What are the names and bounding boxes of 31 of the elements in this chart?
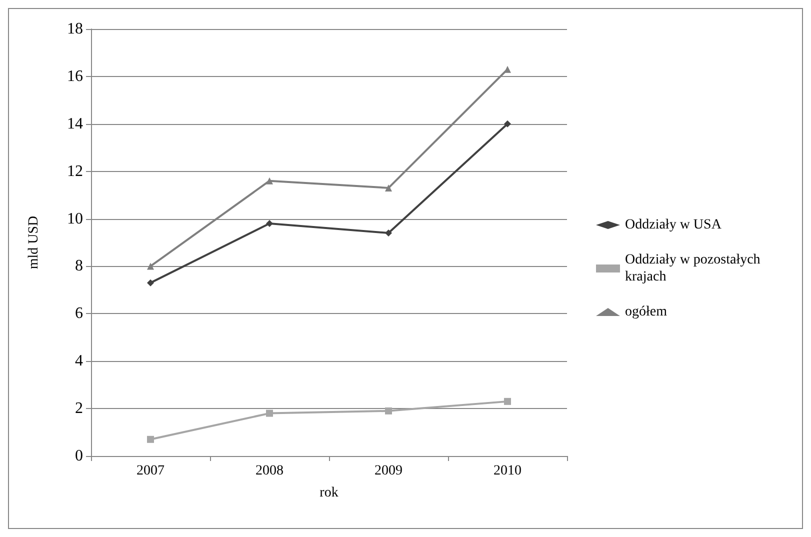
point [266, 410, 273, 417]
legend-label: ogółem [625, 304, 668, 320]
y-axis-title: mld USD [26, 216, 42, 270]
legend-label: Oddziały w pozostałych krajach [625, 252, 764, 284]
y-tick-label: 12 [67, 162, 83, 180]
y-tick-label: 18 [67, 20, 83, 38]
point [147, 436, 154, 443]
point [147, 262, 154, 270]
y-tick-label: 6 [75, 305, 83, 322]
point [385, 230, 392, 237]
point [385, 407, 392, 414]
point [385, 184, 392, 192]
y-tick-label: 8 [75, 258, 83, 275]
x-tick-label: 2010 [494, 464, 522, 478]
point [266, 220, 273, 228]
point [504, 120, 511, 128]
x-axis-title: rok [320, 486, 338, 500]
y-tick-label: 14 [67, 115, 83, 132]
point [504, 398, 511, 405]
y-tick-label: 4 [75, 352, 83, 370]
y-tick-label: 0 [75, 448, 83, 464]
x-tick-label: 2008 [256, 464, 284, 478]
point [504, 66, 511, 73]
point [266, 177, 273, 184]
x-tick-label: 2009 [374, 464, 402, 478]
y-tick-label: 10 [67, 210, 83, 228]
legend-label: Oddziały w USA [625, 218, 722, 232]
y-tick-label: 2 [75, 400, 83, 418]
x-tick-label: 2007 [136, 464, 164, 478]
point [147, 279, 154, 286]
y-tick-label: 16 [67, 68, 83, 85]
